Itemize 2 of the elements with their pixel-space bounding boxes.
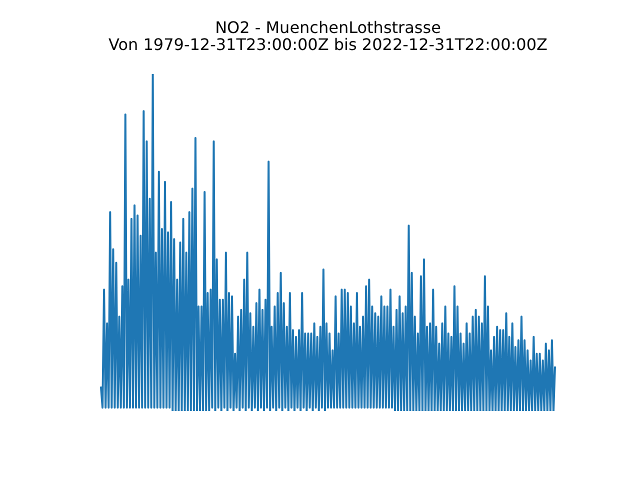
- chart-subtitle: Von 1979-12-31T23:00:00Z bis 2022-12-31T22:00:00Z: [108, 35, 548, 54]
- chart-title: NO2 - MuenchenLothstrasse: [215, 18, 441, 37]
